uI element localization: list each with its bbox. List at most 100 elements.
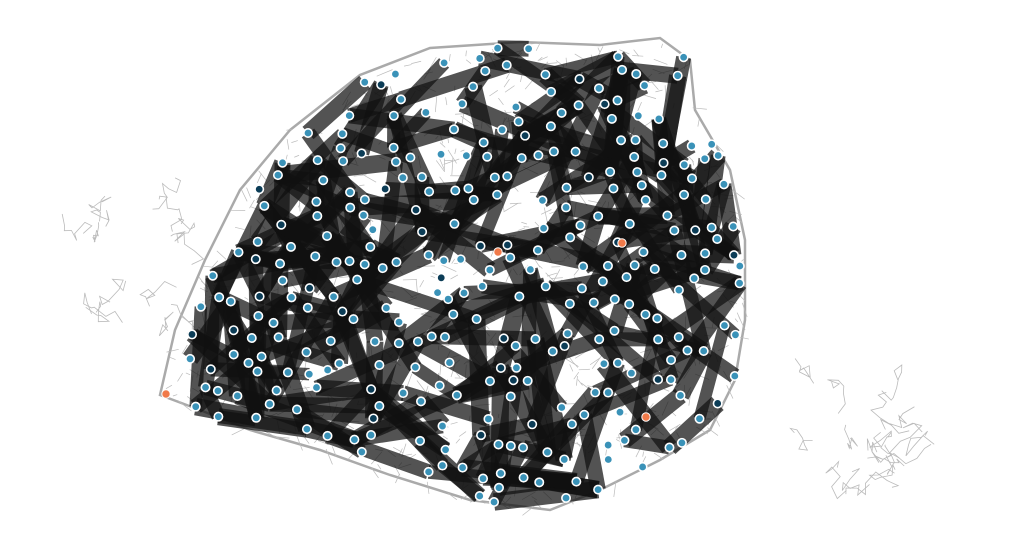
station <box>492 43 503 54</box>
station <box>334 358 345 369</box>
route-band <box>493 363 555 457</box>
station <box>527 419 538 430</box>
station <box>546 86 557 97</box>
station <box>415 435 426 446</box>
street <box>613 480 617 498</box>
station <box>264 399 275 410</box>
route-band <box>663 396 724 455</box>
street <box>465 50 467 57</box>
street <box>181 344 188 354</box>
street <box>450 421 458 425</box>
station <box>565 232 576 243</box>
station <box>484 264 495 275</box>
station <box>200 382 211 393</box>
street <box>573 371 580 380</box>
station <box>416 172 427 183</box>
station <box>477 281 488 292</box>
highlight-station <box>617 238 627 248</box>
station <box>213 411 224 422</box>
station <box>603 387 614 398</box>
station <box>590 387 601 398</box>
station <box>734 278 745 289</box>
route-band <box>356 263 384 343</box>
station <box>617 64 628 75</box>
route-band <box>375 160 404 269</box>
station <box>432 287 443 298</box>
station <box>518 442 529 453</box>
station <box>359 194 370 205</box>
station <box>619 435 630 446</box>
street <box>376 69 393 77</box>
station <box>390 156 401 167</box>
street <box>578 368 590 371</box>
station <box>562 328 573 339</box>
outer-street <box>870 391 893 430</box>
station <box>493 482 504 493</box>
street <box>404 64 412 67</box>
street <box>547 62 558 64</box>
station <box>304 283 315 294</box>
route-band <box>205 272 257 367</box>
street <box>234 226 245 230</box>
station <box>689 273 700 284</box>
street <box>697 118 700 127</box>
station <box>520 130 531 141</box>
station <box>282 367 293 378</box>
station <box>556 402 567 413</box>
station <box>523 43 534 54</box>
station <box>412 336 423 347</box>
station <box>367 224 378 235</box>
street <box>533 258 541 268</box>
street <box>298 202 301 208</box>
station <box>511 362 522 373</box>
station <box>700 248 711 259</box>
station <box>686 140 697 151</box>
outer-street <box>827 379 846 414</box>
station <box>480 65 491 76</box>
route-band <box>217 408 309 438</box>
street <box>540 209 552 215</box>
street <box>203 265 216 268</box>
station <box>603 440 614 451</box>
highlight-station <box>161 389 171 399</box>
station <box>359 259 370 270</box>
station <box>318 175 329 186</box>
route-band <box>589 261 660 311</box>
station <box>489 496 500 507</box>
route-band <box>281 257 367 288</box>
station <box>256 351 267 362</box>
station <box>388 110 399 121</box>
station <box>205 364 216 375</box>
station <box>713 150 724 161</box>
street <box>447 492 457 500</box>
station <box>233 247 244 258</box>
station <box>436 149 447 160</box>
station <box>349 434 360 445</box>
route-band <box>296 402 375 426</box>
street <box>291 140 298 143</box>
street <box>707 427 719 436</box>
station <box>328 291 339 302</box>
station <box>275 258 286 269</box>
street <box>434 96 438 113</box>
station <box>612 95 623 106</box>
outer-street <box>176 218 196 244</box>
station <box>474 53 485 64</box>
station <box>540 281 551 292</box>
station <box>271 385 282 396</box>
station <box>495 468 506 479</box>
outer-street <box>866 438 884 463</box>
station <box>195 301 206 312</box>
station <box>368 413 379 424</box>
station <box>436 272 447 283</box>
route-band <box>497 40 529 57</box>
station <box>253 311 264 322</box>
street <box>445 97 448 106</box>
street <box>169 356 176 360</box>
street <box>741 302 748 318</box>
station <box>624 218 635 229</box>
station <box>254 291 265 302</box>
station <box>325 335 336 346</box>
street <box>597 47 601 52</box>
street <box>456 372 461 378</box>
